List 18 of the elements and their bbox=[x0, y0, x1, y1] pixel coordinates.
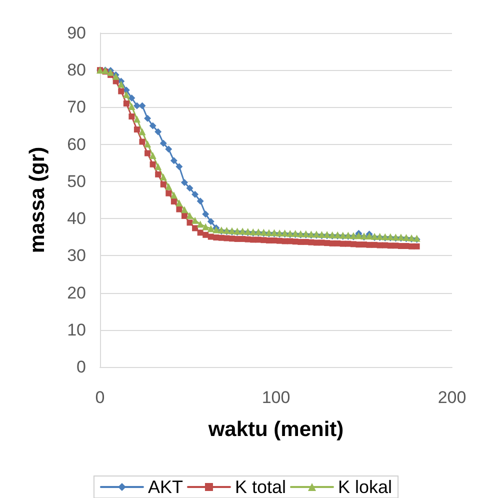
y-tick-label: 50 bbox=[67, 172, 86, 191]
legend-label: K lokal bbox=[338, 477, 392, 497]
legend-label: K total bbox=[234, 477, 286, 497]
y-tick-label: 20 bbox=[67, 283, 86, 302]
y-tick-label: 80 bbox=[67, 60, 86, 80]
y-tick-label: 0 bbox=[76, 358, 86, 376]
x-tick-label: 0 bbox=[95, 388, 105, 407]
x-tick-label: 100 bbox=[262, 388, 290, 407]
y-tick-label: 30 bbox=[67, 246, 86, 266]
y-tick-label: 40 bbox=[67, 209, 86, 228]
x-axis-title: waktu (menit) bbox=[207, 418, 344, 441]
y-axis-title: massa (gr) bbox=[26, 146, 49, 254]
legend-label: AKT bbox=[148, 477, 183, 497]
y-tick-label: 70 bbox=[67, 98, 86, 117]
y-tick-label: 10 bbox=[67, 320, 86, 340]
y-tick-label: 90 bbox=[67, 24, 86, 42]
y-tick-label: 60 bbox=[67, 134, 86, 154]
x-tick-label: 200 bbox=[438, 388, 466, 407]
